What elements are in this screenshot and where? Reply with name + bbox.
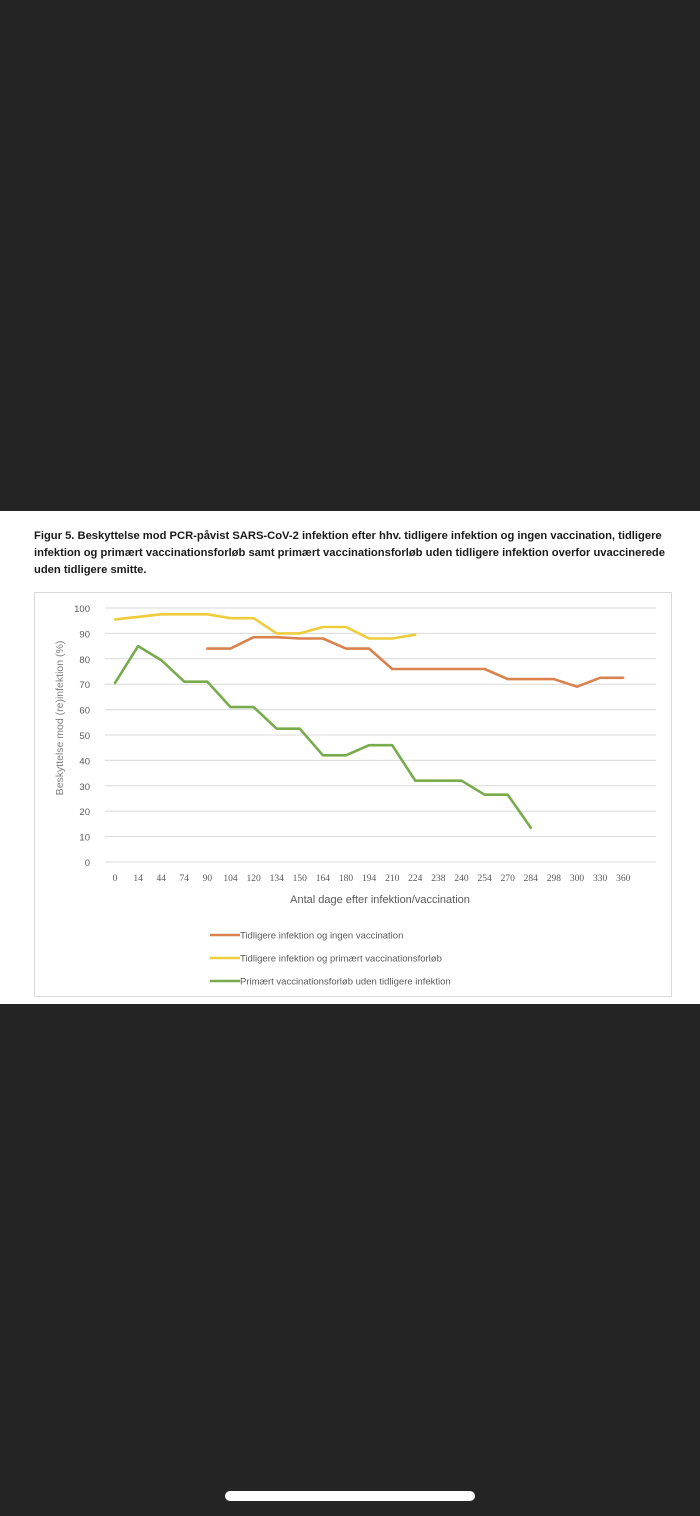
legend: Tidligere infektion og ingen vaccination… [210, 931, 451, 988]
grid-lines [105, 607, 656, 863]
x-tick-label: 284 [524, 874, 539, 884]
legend-label: Tidligere infektion og ingen vaccination [240, 931, 403, 942]
series-line-2 [113, 613, 417, 640]
x-tick-label: 0 [113, 874, 118, 884]
x-tick-label: 238 [431, 874, 446, 884]
x-tick-label: 74 [180, 874, 190, 884]
legend-label: Primært vaccinationsforløb uden tidliger… [240, 977, 451, 988]
x-tick-label: 270 [501, 874, 516, 884]
x-tick-label: 254 [477, 874, 492, 884]
y-tick-labels: 0 10 20 30 40 50 60 70 80 90 100 [74, 604, 90, 869]
series-line-3 [113, 644, 533, 830]
y-axis-label: Beskyttelse mod (re)infektion (%) [54, 641, 66, 796]
y-tick-label: 40 [79, 756, 90, 767]
y-tick-label: 10 [79, 833, 90, 844]
line-chart: 0 10 20 30 40 50 60 70 80 90 100 0 14 44 74 90 104 120 13… [54, 604, 656, 988]
x-tick-label: 164 [316, 874, 331, 884]
x-tick-label: 120 [246, 874, 261, 884]
x-tick-label: 180 [339, 874, 354, 884]
x-tick-label: 104 [223, 874, 238, 884]
figure-panel: Figur 5. Beskyttelse mod PCR-påvist SARS… [0, 511, 700, 1004]
chart-frame [34, 592, 672, 997]
dark-background-top [0, 0, 700, 511]
y-tick-label: 100 [74, 604, 90, 615]
y-tick-label: 70 [79, 680, 90, 691]
x-axis-label: Antal dage efter infektion/vaccination [290, 894, 470, 906]
x-tick-label: 150 [293, 874, 308, 884]
y-tick-label: 50 [79, 731, 90, 742]
x-tick-label: 210 [385, 874, 400, 884]
y-tick-label: 20 [79, 807, 90, 818]
series-lines [113, 613, 625, 830]
x-tick-label: 44 [156, 874, 166, 884]
y-tick-label: 30 [79, 782, 90, 793]
y-tick-label: 60 [79, 706, 90, 717]
x-tick-labels: 0 14 44 74 90 104 120 134 150 164 180 194 210 224 238 2… [113, 874, 631, 884]
y-tick-label: 0 [85, 858, 90, 869]
legend-label: Tidligere infektion og primært vaccinati… [240, 954, 442, 965]
x-tick-label: 224 [408, 874, 423, 884]
x-tick-label: 298 [547, 874, 562, 884]
home-indicator [225, 1491, 475, 1501]
x-tick-label: 90 [203, 874, 213, 884]
x-tick-label: 134 [270, 874, 285, 884]
series-line-1 [206, 635, 625, 688]
x-tick-label: 330 [593, 874, 608, 884]
y-tick-label: 80 [79, 655, 90, 666]
x-tick-label: 14 [133, 874, 143, 884]
x-tick-label: 360 [616, 874, 631, 884]
x-tick-label: 240 [454, 874, 469, 884]
figure-caption: Figur 5. Beskyttelse mod PCR-påvist SARS… [34, 530, 665, 576]
x-tick-label: 300 [570, 874, 585, 884]
x-tick-label: 194 [362, 874, 377, 884]
y-tick-label: 90 [79, 629, 90, 640]
